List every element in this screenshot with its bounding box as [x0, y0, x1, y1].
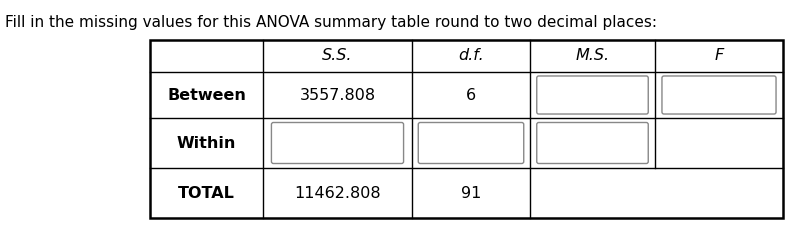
Text: M.S.: M.S. [575, 49, 610, 63]
Text: F: F [714, 49, 724, 63]
FancyBboxPatch shape [662, 76, 776, 114]
Text: 6: 6 [466, 87, 476, 103]
Bar [150, 40, 783, 218]
Text: 91: 91 [461, 185, 481, 200]
Text: d.f.: d.f. [458, 49, 484, 63]
Text: Between: Between [167, 87, 246, 103]
Text: 11462.808: 11462.808 [294, 185, 381, 200]
Text: S.S.: S.S. [322, 49, 353, 63]
Text: 3557.808: 3557.808 [300, 87, 375, 103]
FancyBboxPatch shape [536, 122, 648, 164]
FancyBboxPatch shape [536, 76, 648, 114]
Text: TOTAL: TOTAL [178, 185, 235, 200]
Text: Within: Within [177, 136, 236, 150]
FancyBboxPatch shape [418, 122, 524, 164]
FancyBboxPatch shape [272, 122, 403, 164]
Text: Fill in the missing values for this ANOVA summary table round to two decimal pla: Fill in the missing values for this ANOV… [5, 15, 657, 29]
